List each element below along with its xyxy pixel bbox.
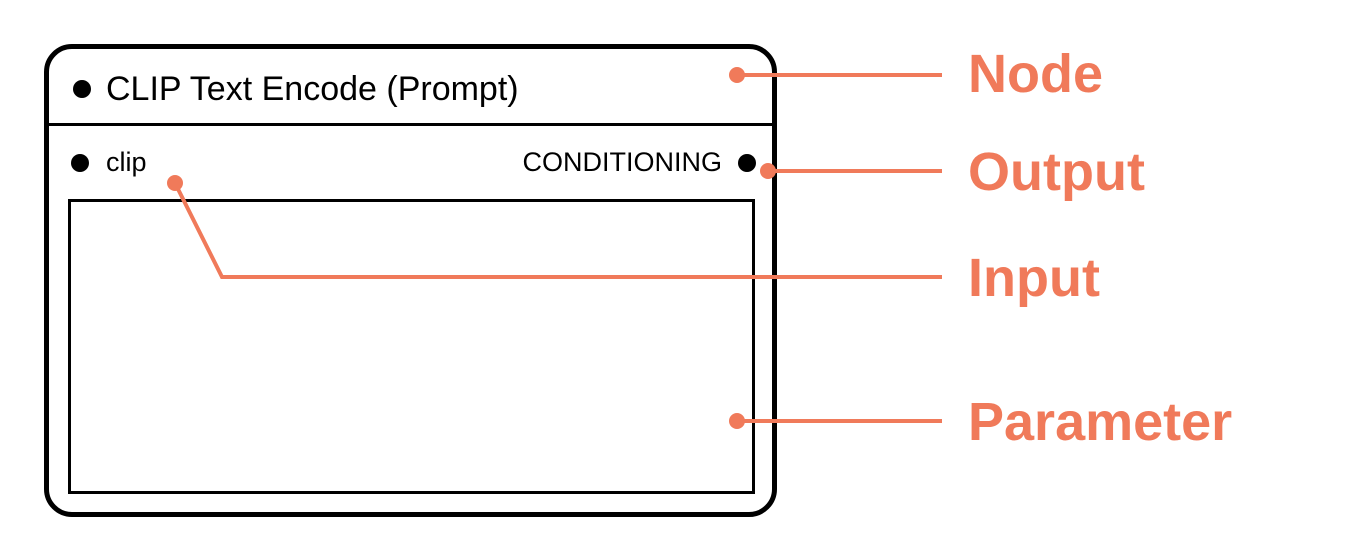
node-title: CLIP Text Encode (Prompt) (106, 70, 519, 108)
node-status-dot-icon (73, 80, 91, 98)
callout-label-parameter: Parameter (968, 392, 1233, 452)
input-slot-label: clip (106, 147, 147, 177)
output-slot-dot-icon[interactable] (738, 154, 756, 172)
output-slot-label: CONDITIONING (522, 147, 723, 177)
node-header: CLIP Text Encode (Prompt) (49, 49, 772, 126)
callout-label-output: Output (968, 142, 1145, 202)
prompt-text-parameter[interactable] (68, 199, 755, 494)
clip-text-encode-node[interactable]: CLIP Text Encode (Prompt) clip CONDITION… (44, 44, 777, 517)
callout-label-input: Input (968, 248, 1100, 308)
input-slot-dot-icon[interactable] (71, 154, 89, 172)
callout-label-node: Node (968, 44, 1103, 104)
